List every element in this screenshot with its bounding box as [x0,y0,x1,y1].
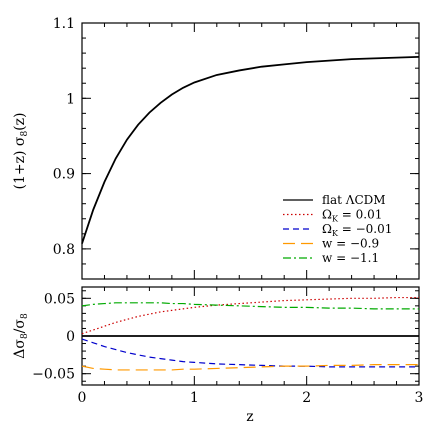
bottom-ytick-label: 0.05 [44,291,75,307]
top-ytick-label: 0.9 [53,167,75,183]
bottom-ylabel: Δσ8/σ8 [12,313,30,359]
xlabel: z [246,409,253,425]
bottom-ytick-label: −0.05 [32,367,75,383]
legend-label: flat ΛCDM [322,193,386,207]
xtick-label: 2 [302,390,311,406]
legend-label: w = −1.1 [322,251,379,265]
axis-labels: (1+z) σ8(z) Δσ8/σ8 z [12,113,254,426]
series-line-bottom [81,338,419,368]
legend-label: w = −0.9 [322,237,379,251]
top-ytick-label: 1 [66,91,75,107]
xtick-label: 3 [415,390,424,406]
legend-label: ΩK = −0.01 [322,222,392,238]
top-ytick-label: 1.1 [53,16,75,32]
series-line-bottom [81,302,419,310]
top-panel-series [81,55,420,244]
legend-label: ΩK = 0.01 [322,208,382,224]
bottom-ytick-label: 0 [66,329,75,345]
top-ytick-label: 0.8 [53,242,75,258]
series-line-bottom [81,364,419,371]
top-ylabel: (1+z) σ8(z) [12,113,30,190]
bottom-panel-series [81,296,419,371]
xtick-label: 1 [190,390,199,406]
xtick-label: 0 [78,390,87,406]
series-line-top [81,55,420,244]
top-panel-frame [81,22,420,280]
